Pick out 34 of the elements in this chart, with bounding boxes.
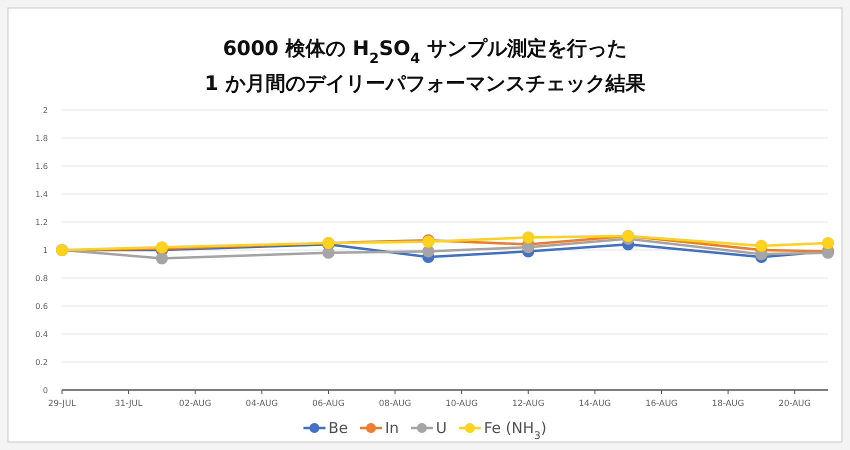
x-tick-label: 10-AUG [445,399,478,409]
x-tick-label: 20-AUG [778,399,811,409]
y-tick-label: 1.2 [35,218,48,227]
point [755,240,768,252]
legend-label: In [384,419,399,437]
point [522,231,534,244]
x-tick-label: 04-AUG [246,399,278,409]
y-tick-label: 0.2 [35,358,48,367]
point [822,237,834,249]
y-tick-label: 2 [42,106,48,115]
x-tick-label: 18-AUG [712,399,744,409]
y-tick-label: 0.6 [35,302,48,311]
chart-title: 6000 検体の H$_{2}$SO$_{4}$ サンプル測定を行った 1 か月間のデイリーパフォーマンスチェック結果 [204,36,646,95]
x-tick-label: 16-AUG [645,399,678,409]
x-tick-label: 08-AUG [378,399,412,409]
x-tick-label: 14-AUG [578,399,612,409]
legend-label: Fe (NH$_{3}$) [484,419,547,442]
point [156,252,168,264]
x-tick-label: 31-JUL [114,399,143,409]
y-tick-label: 0.8 [35,274,48,283]
legend-label: U [436,419,447,437]
y-tick-label: 1.4 [35,190,48,199]
point [422,245,434,258]
x-tick-label: 29-JUL [48,399,76,409]
y-tick-label: 0 [42,386,48,395]
x-tick-label: 06-AUG [312,399,345,409]
y-tick-label: 1.6 [35,162,48,171]
x-tick-label: 02-AUG [179,399,212,409]
y-tick-label: 1 [42,246,48,255]
legend-label: Be [328,419,348,437]
x-tick-label: 12-AUG [512,399,544,409]
y-tick-label: 0.4 [35,330,48,339]
point [322,246,334,259]
y-tick-label: 1.8 [35,134,48,143]
